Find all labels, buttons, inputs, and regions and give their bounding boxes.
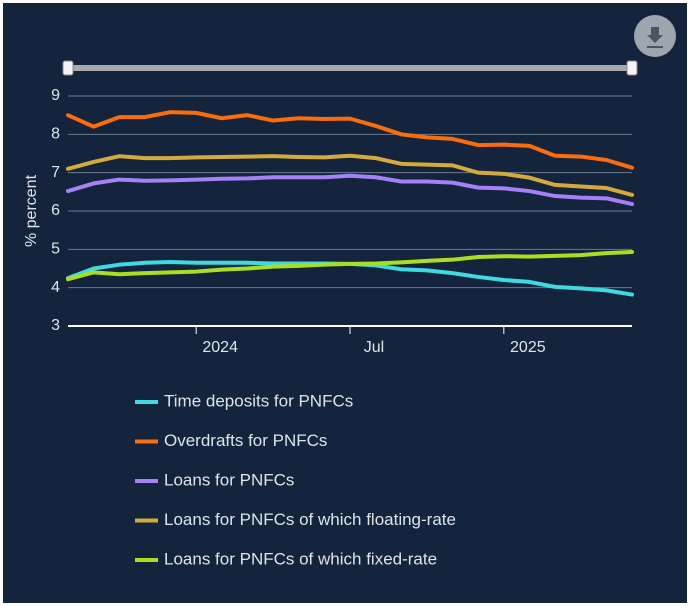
y-tick-label: 8 (51, 126, 60, 143)
x-tick-label: 2024 (202, 339, 238, 356)
y-tick-label: 9 (51, 87, 60, 104)
chart-background (3, 3, 687, 603)
legend-text[interactable]: Loans for PNFCs of which floating-rate (164, 510, 456, 529)
slider-track[interactable] (68, 65, 632, 71)
y-tick-label: 3 (51, 317, 60, 334)
y-tick-label: 6 (51, 202, 60, 219)
series-line (66, 250, 634, 282)
download-icon[interactable] (647, 27, 663, 48)
y-tick-label: 5 (51, 241, 60, 258)
x-tick-label: 2025 (510, 339, 546, 356)
y-tick-label: 4 (51, 279, 60, 296)
legend-text[interactable]: Loans for PNFCs (164, 470, 294, 489)
legend-text[interactable]: Overdrafts for PNFCs (164, 431, 327, 450)
series-line (66, 153, 634, 197)
legend-text[interactable]: Time deposits for PNFCs (164, 391, 353, 410)
slider-handle[interactable] (626, 60, 638, 76)
series-line (66, 173, 634, 207)
legend-text[interactable]: Loans for PNFCs of which fixed-rate (164, 549, 437, 568)
download-button[interactable] (634, 15, 676, 57)
x-tick-label: Jul (364, 339, 384, 356)
y-tick-label: 7 (51, 164, 60, 181)
y-axis-title: % percent (23, 174, 40, 247)
range-slider[interactable] (62, 60, 638, 76)
slider-handle[interactable] (62, 60, 74, 76)
series-line (66, 110, 634, 170)
